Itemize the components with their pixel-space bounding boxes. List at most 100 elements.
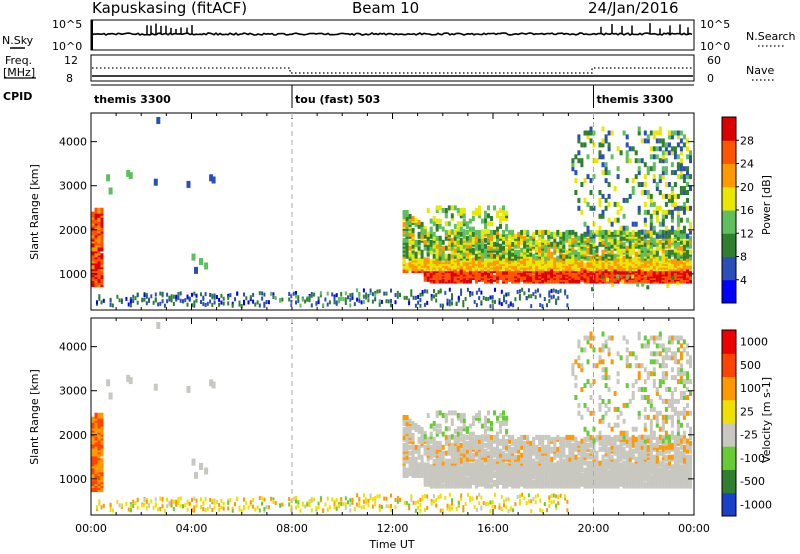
range-cell	[432, 253, 436, 259]
range-cell	[439, 493, 442, 498]
range-cell	[538, 440, 542, 446]
range-cell	[374, 502, 377, 507]
range-cell	[487, 434, 490, 440]
range-cell	[541, 509, 544, 514]
range-cell	[589, 249, 593, 255]
range-cell	[610, 130, 614, 136]
range-cell	[456, 233, 460, 239]
range-cell	[460, 493, 463, 498]
range-cell	[209, 379, 214, 387]
range-cell	[516, 495, 519, 499]
range-cell	[118, 298, 121, 303]
range-cell	[450, 483, 454, 489]
range-cell	[493, 253, 496, 259]
range-cell	[649, 243, 653, 249]
range-cell	[177, 296, 180, 300]
range-cell	[91, 454, 95, 461]
range-cell	[98, 499, 101, 504]
range-cell	[310, 508, 313, 513]
range-cell	[450, 418, 454, 424]
y-tick-label: 1000	[59, 268, 87, 281]
range-cell	[661, 138, 665, 144]
range-cell	[166, 497, 169, 502]
range-cell	[658, 174, 662, 180]
range-cell	[159, 496, 162, 501]
range-cell	[438, 223, 442, 229]
range-cell	[686, 190, 689, 195]
range-cell	[568, 233, 572, 239]
range-cell	[447, 239, 451, 245]
range-cell	[344, 301, 347, 305]
range-cell	[658, 239, 662, 245]
range-cell	[378, 494, 381, 499]
range-cell	[371, 292, 374, 297]
range-cell	[459, 213, 463, 219]
range-cell	[471, 210, 475, 216]
range-cell	[550, 483, 554, 489]
range-cell	[411, 444, 415, 450]
range-cell	[689, 275, 692, 280]
range-cell	[489, 509, 492, 514]
range-cell	[514, 239, 518, 245]
range-cell	[565, 465, 569, 471]
range-cell	[598, 197, 602, 203]
range-cell	[292, 291, 295, 296]
range-cell	[157, 302, 160, 307]
range-cell	[541, 462, 545, 468]
range-cell	[631, 229, 635, 235]
range-cell	[514, 502, 517, 507]
range-cell	[154, 292, 157, 297]
range-cell	[471, 226, 475, 232]
range-cell	[426, 413, 430, 418]
range-cell	[544, 471, 548, 477]
range-cell	[447, 434, 451, 440]
range-cell	[480, 229, 484, 235]
range-cell	[622, 229, 626, 235]
range-cell	[503, 294, 505, 299]
range-cell	[460, 496, 463, 501]
range-cell	[505, 428, 509, 434]
range-cell	[556, 446, 560, 452]
range-cell	[589, 138, 593, 144]
range-cell	[532, 253, 536, 259]
range-cell	[340, 292, 343, 296]
range-cell	[595, 158, 599, 164]
range-cell	[601, 274, 604, 279]
range-cell	[94, 263, 98, 270]
range-cell	[456, 221, 460, 227]
range-cell	[646, 278, 650, 284]
range-cell	[682, 260, 686, 266]
range-cell	[468, 218, 472, 224]
range-cell	[462, 505, 465, 510]
range-cell	[245, 296, 248, 301]
range-cell	[532, 480, 536, 485]
range-cell	[664, 201, 668, 207]
range-cell	[607, 142, 611, 148]
range-cell	[655, 213, 659, 219]
freq-label-1: Freq.	[5, 54, 32, 67]
range-cell	[673, 193, 677, 199]
range-cell	[643, 241, 647, 247]
date-title: 24/Jan/2016	[588, 0, 679, 17]
range-cell	[304, 504, 307, 509]
range-cell	[435, 223, 439, 229]
range-cell	[263, 292, 266, 297]
range-cell	[429, 229, 433, 235]
range-cell	[598, 255, 602, 261]
range-cell	[163, 508, 166, 513]
range-cell	[487, 462, 490, 468]
range-cell	[625, 134, 629, 140]
range-cell	[535, 264, 539, 270]
range-cell	[184, 503, 187, 508]
range-cell	[555, 494, 558, 499]
range-cell	[322, 508, 325, 513]
range-cell	[537, 493, 539, 498]
range-cell	[686, 166, 689, 172]
range-cell	[438, 259, 442, 265]
range-cell	[517, 444, 521, 450]
range-cell	[526, 237, 530, 243]
range-cell	[541, 442, 545, 448]
range-cell	[541, 257, 545, 263]
range-cell	[571, 158, 575, 164]
range-cell	[512, 508, 515, 513]
